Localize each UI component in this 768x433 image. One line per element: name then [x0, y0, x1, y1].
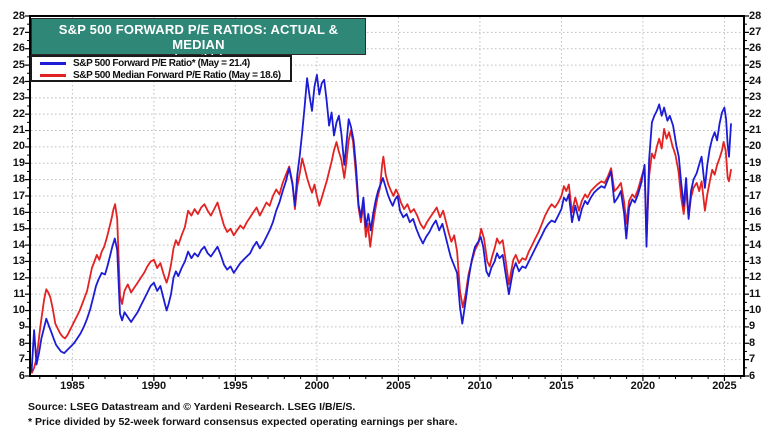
x-axis-label: 2000: [304, 380, 330, 392]
y-axis-label-right: 16: [749, 205, 762, 218]
y-axis-label-left: 28: [12, 9, 25, 22]
y-axis-label-right: 22: [749, 107, 762, 120]
y-axis-label-right: 27: [749, 25, 762, 38]
x-axis-label: 1990: [141, 380, 167, 392]
chart-title: S&P 500 FORWARD P/E RATIOS: ACTUAL & MED…: [58, 22, 339, 52]
y-axis-label-left: 14: [12, 238, 25, 251]
y-axis-label-left: 21: [12, 124, 25, 137]
y-axis-label-right: 21: [749, 124, 762, 137]
y-axis-label-left: 24: [12, 74, 25, 87]
y-axis-label-left: 16: [12, 205, 25, 218]
y-axis-label-left: 25: [12, 58, 25, 71]
y-axis-label-left: 19: [12, 156, 25, 169]
y-axis-label-right: 26: [749, 42, 762, 55]
y-axis-label-left: 7: [18, 353, 25, 366]
x-axis-label: 1995: [223, 380, 248, 392]
y-axis-label-left: 15: [12, 222, 25, 235]
y-axis-label-left: 27: [12, 25, 25, 38]
footnote-text: * Price divided by 52-week forward conse…: [28, 416, 458, 428]
red-line-sample-icon: [40, 74, 66, 77]
y-axis-label-right: 28: [749, 9, 762, 22]
blue-line-sample-icon: [40, 62, 66, 65]
y-axis-label-right: 10: [749, 304, 762, 317]
y-axis-label-left: 10: [12, 304, 25, 317]
y-axis-label-left: 20: [12, 140, 25, 153]
x-axis-label: 2010: [467, 380, 493, 392]
legend-label-median: S&P 500 Median Forward P/E Ratio (May = …: [73, 70, 281, 81]
y-axis-label-right: 6: [749, 369, 756, 382]
y-axis-label-right: 8: [749, 336, 756, 349]
x-axis-label: 2005: [386, 380, 411, 392]
y-axis-label-right: 19: [749, 156, 762, 169]
legend: S&P 500 Forward P/E Ratio* (May = 21.4) …: [30, 55, 292, 82]
y-axis-label-left: 8: [18, 336, 25, 349]
y-axis-label-left: 22: [12, 107, 25, 120]
y-axis-label-left: 13: [12, 254, 25, 267]
y-axis-label-right: 9: [749, 320, 756, 333]
y-axis-label-left: 18: [12, 173, 25, 186]
y-axis-label-right: 15: [749, 222, 762, 235]
y-axis-label-right: 25: [749, 58, 762, 71]
y-axis-label-right: 23: [749, 91, 762, 104]
y-axis-label-right: 7: [749, 353, 756, 366]
y-axis-label-right: 24: [749, 74, 762, 87]
source-text: Source: LSEG Datastream and © Yardeni Re…: [28, 401, 356, 413]
x-axis-label: 1985: [60, 380, 85, 392]
y-axis-label-left: 6: [18, 369, 25, 382]
plot-frame: [29, 15, 745, 377]
y-axis-label-right: 18: [749, 173, 762, 186]
series-line-actual: [29, 74, 732, 373]
legend-row-actual: S&P 500 Forward P/E Ratio* (May = 21.4): [32, 58, 290, 69]
y-axis-label-right: 17: [749, 189, 762, 202]
y-axis-label-left: 23: [12, 91, 25, 104]
y-axis-label-left: 17: [12, 189, 25, 202]
y-axis-label-left: 9: [18, 320, 25, 333]
y-axis-label-left: 11: [13, 287, 25, 300]
x-axis-label: 2015: [549, 380, 574, 392]
y-axis-label-right: 11: [749, 287, 761, 300]
y-axis-label-left: 26: [12, 42, 25, 55]
legend-row-median: S&P 500 Median Forward P/E Ratio (May = …: [32, 70, 290, 81]
legend-label-actual: S&P 500 Forward P/E Ratio* (May = 21.4): [73, 58, 250, 69]
y-axis-label-left: 12: [12, 271, 25, 284]
y-axis-label-right: 13: [749, 254, 762, 267]
y-axis-label-right: 12: [749, 271, 762, 284]
x-axis-label: 2025: [712, 380, 737, 392]
series-line-median: [29, 127, 732, 374]
chart-title-box: S&P 500 FORWARD P/E RATIOS: ACTUAL & MED…: [31, 18, 366, 65]
y-axis-label-right: 14: [749, 238, 762, 251]
y-axis-label-right: 20: [749, 140, 762, 153]
x-axis-label: 2020: [630, 380, 656, 392]
